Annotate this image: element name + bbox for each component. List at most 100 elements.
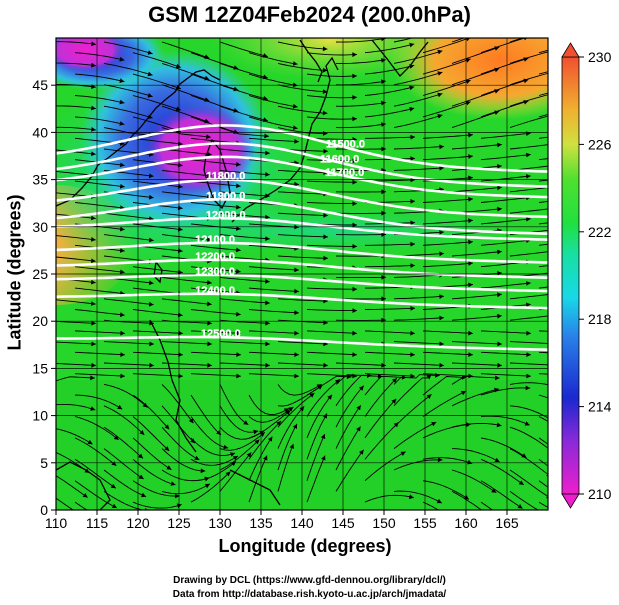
wind-arrowhead	[584, 173, 589, 178]
wind-arrowhead	[523, 78, 529, 84]
y-axis-label: Latitude (degrees)	[4, 194, 25, 351]
streamline	[538, 330, 548, 332]
streamline	[190, 180, 241, 187]
wind-arrowhead	[148, 194, 154, 200]
wind-arrowhead	[523, 57, 529, 62]
wind-arrowhead	[555, 249, 560, 254]
streamline	[509, 341, 548, 344]
y-tick-label: 10	[32, 408, 48, 424]
wind-arrowhead	[526, 302, 531, 308]
streamline	[480, 415, 530, 426]
streamline	[219, 439, 260, 471]
wind-arrowhead	[147, 93, 153, 98]
wind-arrowhead	[119, 226, 125, 232]
streamline	[365, 307, 416, 310]
wind-arrowhead	[320, 434, 326, 440]
streamline	[74, 416, 119, 441]
wind-arrowhead	[468, 261, 473, 266]
wind-arrowhead	[526, 174, 531, 179]
wind-arrowhead	[393, 422, 399, 428]
wind-arrowhead	[236, 183, 241, 189]
wind-arrowhead	[322, 413, 327, 419]
wind-arrowhead	[584, 152, 589, 157]
streamline	[132, 309, 183, 316]
streamline	[56, 84, 96, 88]
streamline	[132, 480, 180, 497]
wind-arrowhead	[206, 134, 211, 140]
streamline	[538, 437, 548, 445]
wind-arrowhead	[233, 65, 239, 70]
streamline	[190, 351, 241, 356]
wind-arrowhead	[555, 342, 560, 347]
streamline	[393, 317, 444, 321]
wind-arrowhead	[391, 398, 397, 404]
wind-arrowhead	[294, 267, 299, 273]
wind-arrowhead	[526, 216, 531, 222]
wind-arrowhead	[410, 352, 415, 357]
wind-arrowhead	[87, 439, 93, 445]
streamline	[190, 437, 236, 456]
wind-arrowhead	[437, 92, 443, 98]
y-tick-label: 0	[40, 502, 48, 518]
wind-arrowhead	[410, 241, 415, 247]
streamline	[103, 234, 154, 241]
streamline	[509, 187, 548, 193]
streamline	[364, 107, 415, 118]
streamline	[451, 38, 466, 43]
wind-arrowhead	[431, 422, 437, 427]
streamline	[538, 158, 548, 161]
x-tick-label: 155	[413, 515, 437, 531]
wind-arrowhead	[170, 481, 176, 486]
wind-arrowhead	[352, 352, 357, 357]
streamline	[103, 212, 154, 220]
wind-arrowhead	[141, 492, 147, 498]
wind-arrowhead	[323, 148, 328, 154]
streamline	[190, 266, 241, 273]
wind-arrowhead	[410, 199, 415, 204]
streamline	[393, 421, 437, 449]
streamline	[364, 494, 414, 503]
wind-arrowhead	[253, 429, 259, 435]
wind-arrowhead	[204, 75, 210, 81]
streamline	[538, 351, 548, 354]
wind-arrowhead	[468, 352, 473, 357]
streamline	[509, 115, 548, 129]
streamline	[219, 84, 268, 100]
streamline	[306, 116, 357, 120]
wind-arrowhead	[119, 121, 125, 126]
wind-arrowhead	[426, 374, 432, 380]
wind-arrowhead	[352, 222, 357, 228]
credit-dcl: Drawing by DCL (https://www.gfd-dennou.o…	[173, 575, 446, 586]
wind-arrowhead	[439, 165, 444, 171]
wind-arrowhead	[262, 117, 268, 122]
streamline	[365, 157, 416, 161]
wind-arrowhead	[292, 423, 297, 429]
wind-arrowhead	[526, 352, 531, 357]
wind-arrowhead	[207, 173, 212, 178]
streamline	[451, 46, 500, 64]
x-axis-ticks: 110 115 120 125 130 135 140 145 150 155 160 165	[45, 510, 519, 531]
wind-arrowhead	[465, 58, 471, 63]
wind-arrowhead	[468, 196, 473, 202]
wind-arrowhead	[309, 393, 315, 398]
streamline	[538, 222, 548, 225]
streamline	[480, 57, 529, 75]
streamline	[161, 341, 212, 345]
wind-arrowhead	[409, 85, 415, 91]
x-tick-label: 160	[454, 515, 478, 531]
contour-label: 12300.0	[195, 266, 235, 278]
wind-arrowhead	[265, 236, 270, 241]
streamline	[56, 320, 96, 324]
wind-arrowhead	[494, 89, 500, 94]
wind-arrowhead	[236, 226, 241, 231]
streamline	[277, 384, 323, 407]
wind-arrowhead	[584, 216, 589, 221]
streamline	[277, 392, 315, 428]
streamline	[422, 241, 473, 246]
streamline	[219, 191, 270, 197]
wind-arrowhead	[437, 114, 443, 119]
streamline	[538, 200, 548, 203]
streamline	[538, 113, 548, 118]
streamline	[248, 73, 298, 87]
streamline	[277, 169, 328, 174]
